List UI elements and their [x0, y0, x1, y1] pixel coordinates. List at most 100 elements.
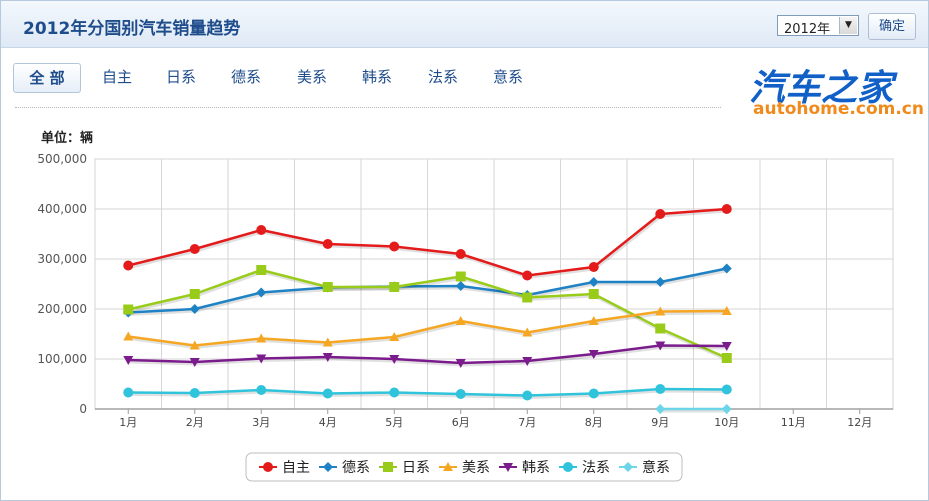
- data-point: [256, 265, 267, 275]
- legend-marker: [623, 462, 633, 472]
- data-point: [655, 323, 666, 334]
- legend-marker: [563, 462, 573, 472]
- tab-german[interactable]: 德系: [230, 68, 261, 86]
- data-point: [189, 388, 200, 398]
- data-point: [588, 350, 599, 359]
- data-point: [522, 390, 533, 401]
- data-point: [588, 262, 599, 272]
- x-tick-label: 3月: [252, 416, 270, 429]
- y-tick-label: 500,000: [37, 152, 87, 166]
- y-tick-label: 100,000: [37, 352, 87, 366]
- x-tick-label: 7月: [518, 416, 536, 429]
- data-point: [389, 282, 400, 292]
- x-tick-label: 6月: [452, 416, 470, 429]
- data-point: [322, 239, 333, 249]
- tab-korean[interactable]: 韩系: [361, 68, 392, 86]
- legend-item-label: 意系: [642, 459, 670, 476]
- tab-french[interactable]: 法系: [427, 68, 458, 86]
- data-point: [455, 359, 466, 368]
- data-point: [123, 304, 134, 315]
- y-tick-label: 400,000: [37, 202, 87, 216]
- series-line-shadow: [129, 389, 728, 400]
- data-point: [721, 342, 732, 351]
- data-point: [588, 316, 599, 325]
- x-tick-label: 12月: [847, 416, 872, 429]
- series-line: [127, 207, 727, 277]
- tab-american[interactable]: 美系: [296, 68, 327, 86]
- legend-marker: [323, 462, 333, 472]
- data-point: [522, 357, 533, 366]
- autohome-logo-url: autohome.com.cn: [753, 99, 924, 119]
- y-tick-label: 0: [79, 402, 87, 416]
- data-point: [721, 404, 732, 414]
- data-point: [189, 340, 200, 350]
- x-tick-label: 5月: [385, 416, 403, 429]
- tab-all[interactable]: 全 部: [13, 63, 81, 93]
- data-point: [655, 209, 666, 219]
- data-point: [655, 306, 666, 316]
- x-tick-label: 11月: [781, 416, 806, 429]
- x-tick-label: 2月: [186, 416, 204, 429]
- series-line: [128, 344, 727, 365]
- tab-japanese[interactable]: 日系: [165, 68, 196, 86]
- data-point: [189, 304, 200, 314]
- data-point: [655, 404, 666, 414]
- x-tick-label: 9月: [651, 416, 669, 429]
- data-point: [256, 287, 267, 298]
- legend-marker: [383, 462, 393, 472]
- data-point: [123, 260, 134, 271]
- panel-header: 2012年分国别汽车销量趋势 2012年 ▼ 确定: [1, 1, 928, 48]
- tab-domestic[interactable]: 自主: [101, 68, 132, 86]
- data-point: [123, 356, 134, 365]
- confirm-button[interactable]: 确定: [868, 13, 916, 40]
- y-tick-label: 200,000: [37, 302, 87, 316]
- data-point: [655, 384, 666, 394]
- data-point: [123, 387, 134, 398]
- data-point: [322, 353, 333, 362]
- data-point: [721, 353, 732, 363]
- data-point: [256, 354, 267, 364]
- x-tick-label: 4月: [319, 416, 337, 429]
- series-line-shadow: [128, 209, 728, 280]
- data-point: [522, 327, 533, 337]
- series-line-shadow: [128, 270, 729, 362]
- data-point: [721, 306, 732, 315]
- x-tick-label: 1月: [119, 416, 137, 429]
- legend-marker: [503, 463, 513, 472]
- legend-item-label: 韩系: [522, 460, 550, 476]
- data-point: [389, 332, 400, 341]
- data-point: [256, 385, 267, 395]
- data-point: [721, 204, 732, 214]
- y-tick-label: 300,000: [37, 252, 87, 266]
- data-point: [123, 331, 134, 341]
- legend-item-label: 日系: [402, 460, 430, 476]
- legend-marker: [443, 462, 453, 471]
- x-tick-label: 8月: [585, 416, 603, 429]
- data-point: [455, 249, 466, 259]
- data-point: [588, 289, 599, 299]
- legend-item-label: 德系: [342, 460, 370, 476]
- series-line: [128, 309, 727, 347]
- data-point: [389, 355, 400, 364]
- data-point: [588, 277, 599, 287]
- data-point: [256, 225, 267, 235]
- series-line: [127, 268, 728, 360]
- unit-label: 单位：辆: [41, 131, 94, 146]
- data-point: [655, 341, 666, 351]
- data-point: [522, 270, 533, 281]
- series-line: [128, 387, 727, 397]
- legend-item-label: 美系: [462, 460, 490, 476]
- autohome-logo: 汽车之家: [749, 68, 894, 109]
- x-tick-label: 10月: [714, 416, 739, 429]
- data-point: [455, 316, 466, 325]
- chart-legend: [245, 452, 683, 482]
- year-select[interactable]: 2012年 ▼: [777, 15, 859, 37]
- series-line: [128, 267, 727, 314]
- data-point: [455, 281, 466, 291]
- data-point: [189, 244, 200, 254]
- legend-marker: [263, 462, 273, 472]
- tab-italian[interactable]: 意系: [492, 68, 523, 86]
- data-point: [189, 289, 200, 299]
- panel-title: 2012年分国别汽车销量趋势: [23, 19, 241, 39]
- chevron-down-icon[interactable]: ▼: [839, 17, 857, 34]
